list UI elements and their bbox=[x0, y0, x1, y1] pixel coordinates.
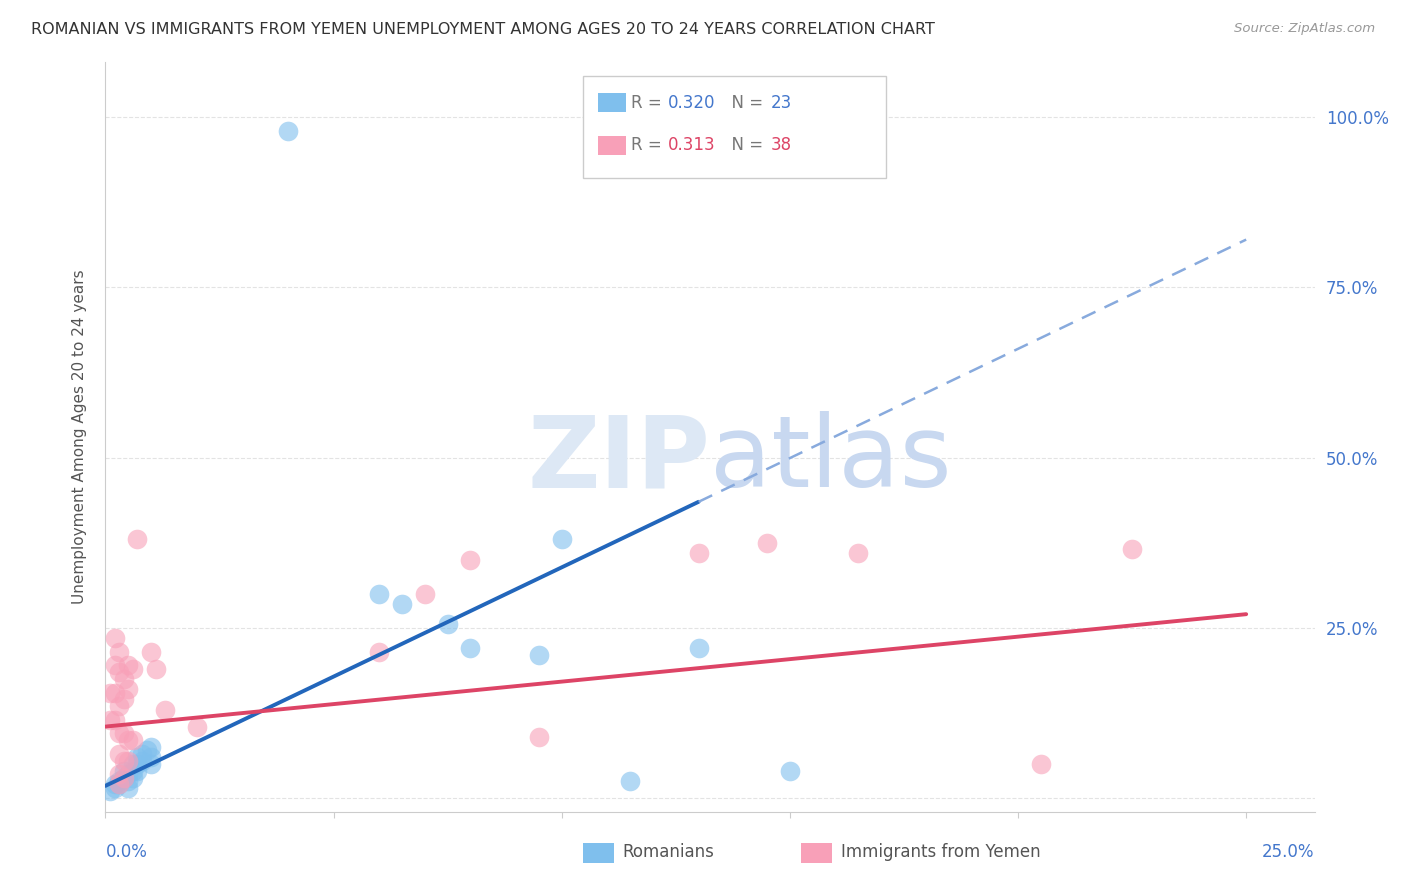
Text: 23: 23 bbox=[770, 94, 792, 112]
Point bbox=[139, 739, 162, 754]
Point bbox=[391, 597, 413, 611]
Point bbox=[139, 750, 162, 764]
Point bbox=[413, 587, 436, 601]
Text: Source: ZipAtlas.com: Source: ZipAtlas.com bbox=[1234, 22, 1375, 36]
Point bbox=[108, 767, 131, 781]
Point bbox=[127, 757, 149, 772]
Point bbox=[108, 699, 131, 714]
Text: Romanians: Romanians bbox=[623, 843, 714, 861]
Point bbox=[117, 658, 139, 673]
Text: R =: R = bbox=[631, 136, 668, 154]
Point bbox=[121, 733, 143, 747]
Point bbox=[368, 587, 391, 601]
Point bbox=[551, 533, 574, 547]
Point bbox=[112, 771, 135, 785]
Point bbox=[117, 733, 139, 747]
Point bbox=[779, 764, 801, 778]
Point bbox=[117, 754, 139, 768]
Point bbox=[153, 702, 176, 716]
Point bbox=[103, 713, 125, 727]
Point bbox=[98, 784, 121, 798]
Point bbox=[98, 713, 121, 727]
Point bbox=[688, 546, 710, 560]
Point bbox=[368, 645, 391, 659]
Text: 38: 38 bbox=[770, 136, 792, 154]
Point bbox=[527, 730, 550, 744]
Text: N =: N = bbox=[721, 94, 769, 112]
Point bbox=[108, 726, 131, 740]
Point bbox=[460, 641, 482, 656]
Text: ZIP: ZIP bbox=[527, 411, 710, 508]
Point bbox=[121, 757, 143, 772]
Point bbox=[619, 774, 641, 789]
Point bbox=[108, 774, 131, 789]
Point bbox=[112, 764, 135, 778]
Text: R =: R = bbox=[631, 94, 668, 112]
Point bbox=[1121, 542, 1143, 557]
Point bbox=[103, 658, 125, 673]
Point bbox=[112, 692, 135, 706]
Text: 0.313: 0.313 bbox=[668, 136, 716, 154]
Point bbox=[121, 771, 143, 785]
Point bbox=[460, 552, 482, 566]
Point bbox=[135, 743, 157, 757]
Text: atlas: atlas bbox=[710, 411, 952, 508]
Text: 0.0%: 0.0% bbox=[105, 843, 148, 861]
Text: 0.320: 0.320 bbox=[668, 94, 716, 112]
Point bbox=[108, 645, 131, 659]
Point bbox=[145, 662, 167, 676]
Point bbox=[1029, 757, 1052, 772]
Text: N =: N = bbox=[721, 136, 769, 154]
Text: ROMANIAN VS IMMIGRANTS FROM YEMEN UNEMPLOYMENT AMONG AGES 20 TO 24 YEARS CORRELA: ROMANIAN VS IMMIGRANTS FROM YEMEN UNEMPL… bbox=[31, 22, 935, 37]
Point bbox=[117, 682, 139, 697]
Point bbox=[108, 665, 131, 679]
Point bbox=[108, 777, 131, 791]
Point bbox=[436, 617, 458, 632]
Point bbox=[186, 720, 208, 734]
Point bbox=[121, 764, 143, 778]
Text: 25.0%: 25.0% bbox=[1263, 843, 1315, 861]
Point bbox=[131, 747, 153, 761]
Point bbox=[117, 780, 139, 795]
Point bbox=[112, 726, 135, 740]
Point bbox=[117, 767, 139, 781]
Point bbox=[127, 750, 149, 764]
Point bbox=[277, 123, 299, 137]
Y-axis label: Unemployment Among Ages 20 to 24 years: Unemployment Among Ages 20 to 24 years bbox=[72, 269, 87, 605]
Point bbox=[112, 754, 135, 768]
Point bbox=[112, 672, 135, 686]
Text: Immigrants from Yemen: Immigrants from Yemen bbox=[841, 843, 1040, 861]
Point bbox=[112, 771, 135, 785]
Point bbox=[108, 777, 131, 791]
Point bbox=[688, 641, 710, 656]
Point bbox=[756, 535, 779, 549]
Point bbox=[117, 774, 139, 789]
Point bbox=[139, 757, 162, 772]
Point bbox=[127, 764, 149, 778]
Point bbox=[127, 533, 149, 547]
Point bbox=[108, 747, 131, 761]
Point bbox=[103, 631, 125, 645]
Point bbox=[131, 754, 153, 768]
Point bbox=[121, 662, 143, 676]
Point bbox=[846, 546, 869, 560]
Point bbox=[98, 685, 121, 699]
Point bbox=[103, 780, 125, 795]
Point bbox=[139, 645, 162, 659]
Point bbox=[527, 648, 550, 662]
Point bbox=[103, 685, 125, 699]
Point bbox=[103, 777, 125, 791]
